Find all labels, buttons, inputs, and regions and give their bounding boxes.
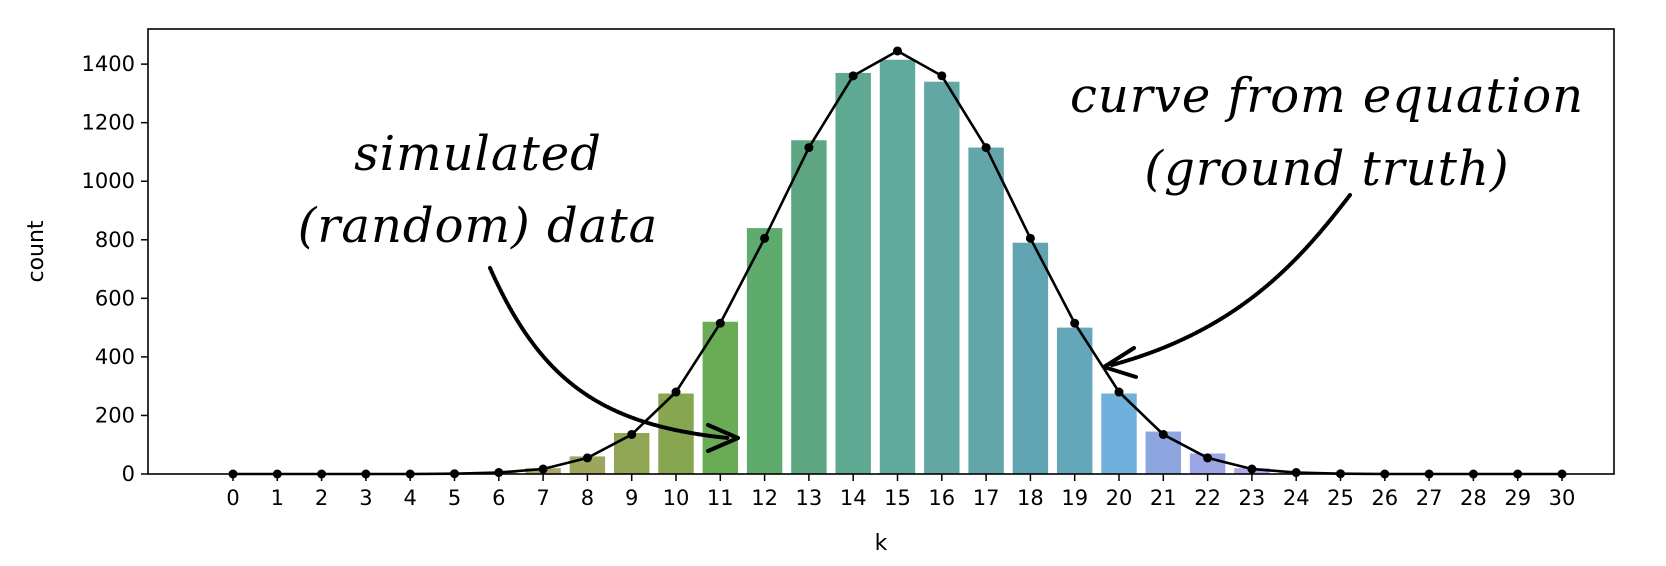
curve-point-k-19 [1070, 318, 1080, 328]
y-tick-label-1200: 1200 [82, 111, 135, 135]
x-tick-label-28: 28 [1460, 486, 1487, 510]
annotation-simulated: simulated (random) data [298, 126, 740, 453]
x-tick-label-4: 4 [404, 486, 417, 510]
x-tick-label-20: 20 [1106, 486, 1133, 510]
curve-point-k-14 [848, 71, 858, 81]
annotation-simulated-line2: (random) data [298, 198, 659, 254]
x-tick-label-26: 26 [1371, 486, 1398, 510]
x-tick-label-8: 8 [581, 486, 594, 510]
curve-point-k-7 [538, 464, 548, 474]
bar-k-19 [1056, 327, 1093, 474]
curve-point-k-15 [893, 46, 902, 56]
curve-point-k-12 [760, 233, 770, 243]
y-tick-label-400: 400 [95, 345, 135, 369]
bar-k-9 [613, 433, 650, 474]
y-tick-label-0: 0 [122, 462, 135, 486]
bar-k-13 [791, 140, 827, 474]
x-tick-label-10: 10 [663, 486, 690, 510]
x-tick-label-23: 23 [1239, 486, 1266, 510]
annotation-curve-arrow [1110, 193, 1352, 367]
curve-point-k-20 [1114, 387, 1124, 397]
x-axis-title: k [875, 531, 888, 556]
y-tick-label-600: 600 [95, 286, 135, 310]
x-tick-label-14: 14 [840, 486, 867, 510]
y-tick-label-800: 800 [95, 228, 135, 252]
bars-layer [392, 59, 1359, 475]
x-tick-label-3: 3 [359, 486, 372, 510]
x-tick-label-0: 0 [226, 486, 239, 510]
x-tick-label-22: 22 [1194, 486, 1221, 510]
curve-point-k-10 [671, 387, 681, 397]
x-tick-label-19: 19 [1061, 486, 1088, 510]
curve-point-k-9 [627, 429, 637, 439]
bar-k-17 [968, 147, 1004, 474]
bar-k-18 [1012, 242, 1049, 474]
annotation-curve-arrowhead [1102, 346, 1138, 379]
x-tick-label-15: 15 [884, 486, 911, 510]
x-tick-label-24: 24 [1283, 486, 1310, 510]
x-tick-label-21: 21 [1150, 486, 1177, 510]
curve-point-k-21 [1158, 429, 1168, 439]
x-tick-label-7: 7 [536, 486, 549, 510]
x-tick-label-18: 18 [1017, 486, 1044, 510]
x-tick-label-30: 30 [1549, 486, 1576, 510]
x-tick-label-6: 6 [492, 486, 505, 510]
x-tick-label-29: 29 [1504, 486, 1531, 510]
y-tick-label-200: 200 [95, 403, 135, 427]
curve-point-k-18 [1025, 233, 1035, 243]
annotation-simulated-arrow [488, 266, 730, 440]
annotation-simulated-line1: simulated [354, 126, 602, 182]
x-tick-label-13: 13 [796, 486, 823, 510]
bar-k-22 [1189, 453, 1226, 474]
y-axis-title: count [24, 220, 49, 282]
x-tick-label-25: 25 [1327, 486, 1354, 510]
x-tick-label-1: 1 [271, 486, 284, 510]
x-tick-label-9: 9 [625, 486, 638, 510]
x-tick-label-27: 27 [1416, 486, 1443, 510]
annotation-curve-line2: (ground truth) [1144, 141, 1509, 197]
x-tick-label-11: 11 [707, 486, 734, 510]
bar-k-14 [835, 72, 871, 474]
curve-point-k-23 [1247, 464, 1257, 474]
annotation-curve: curve from equation (ground truth) [1070, 68, 1584, 379]
y-axis: 0 200 400 600 800 1000 1200 1400 [82, 52, 148, 486]
curve-point-k-17 [981, 143, 991, 153]
bar-k-20 [1101, 393, 1137, 474]
curve-point-k-22 [1203, 453, 1213, 463]
x-tick-label-12: 12 [751, 486, 778, 510]
annotation-curve-line1: curve from equation [1070, 68, 1584, 124]
x-tick-label-16: 16 [928, 486, 955, 510]
bar-k-12 [746, 228, 783, 474]
y-tick-label-1400: 1400 [82, 52, 135, 76]
curve-point-k-11 [715, 318, 725, 328]
x-tick-label-2: 2 [315, 486, 328, 510]
y-tick-label-1000: 1000 [82, 169, 135, 193]
bar-k-16 [924, 81, 960, 475]
curve-point-k-8 [582, 453, 592, 463]
x-tick-label-5: 5 [448, 486, 461, 510]
curve-point-k-16 [937, 71, 947, 81]
plot-frame [147, 28, 1615, 475]
x-axis: 0 1 2 3 4 5 6 7 8 9 10 11 12 13 14 15 16 17 18 19 20 21 22 23 24… [226, 474, 1575, 510]
curve-point-k-13 [804, 143, 814, 153]
annotation-simulated-arrowhead [706, 423, 740, 453]
bar-k-15 [879, 59, 916, 474]
x-tick-label-17: 17 [973, 486, 1000, 510]
